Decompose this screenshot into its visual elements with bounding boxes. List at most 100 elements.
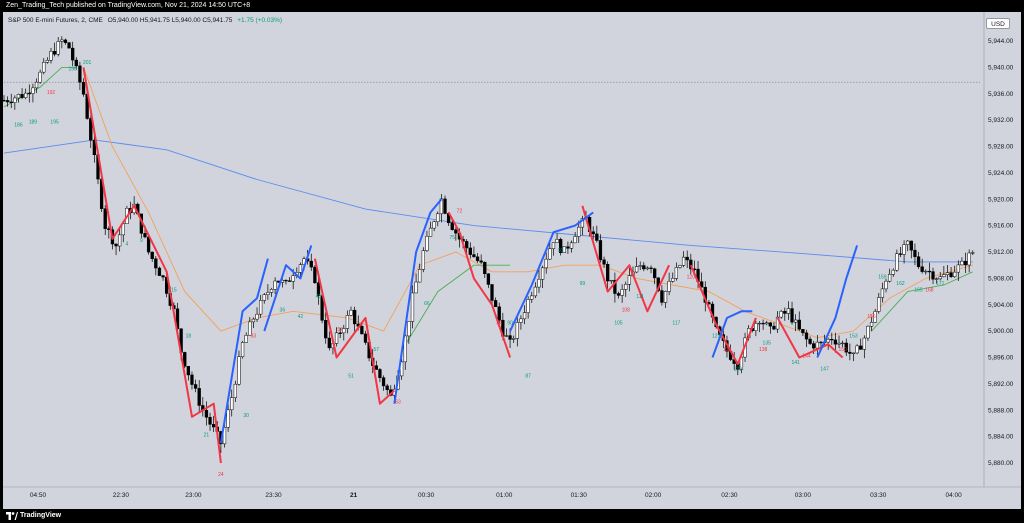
count-label-red: 150 [838,347,847,353]
candle-body [595,233,599,241]
candle-body [486,273,491,285]
candle-body [681,256,686,266]
count-label-red: 108 [622,307,631,313]
candle-body [606,264,610,282]
candle-body [663,291,668,303]
count-label-green: 141 [791,360,800,366]
candle-body [508,335,512,340]
candle-body [450,222,454,230]
candle-body [425,236,429,251]
candle-body [887,274,892,282]
x-tick-label: 01:30 [571,492,588,499]
candle-body [765,322,769,325]
candle-body [512,338,516,340]
candle-body [530,295,534,300]
candle-body [826,338,830,343]
candle-body [208,417,212,425]
candle-body [804,332,809,340]
candle-body [924,270,928,273]
candle-body [678,265,682,268]
candle-body [103,208,107,229]
zigzag-up-line [393,198,443,404]
candle-body [360,325,364,335]
candle-body [880,288,885,298]
candle-body [797,319,801,330]
count-label-green: 196 [69,67,78,73]
candle-body [334,332,339,344]
count-label-green: 171 [936,281,945,287]
candle-body [114,243,118,247]
candle-body [342,328,346,334]
zigzag-up-line [509,211,594,332]
x-tick-label: 02:30 [721,492,738,499]
candle-body [483,261,487,275]
count-label-red: 63 [395,400,401,406]
candle-body [259,300,263,315]
candle-body [761,322,765,325]
currency-button[interactable]: USD [986,18,1010,29]
candle-body [837,342,841,345]
y-tick-label: 5,888.00 [988,407,1014,414]
candle-body [291,275,295,282]
candle-body [963,260,968,266]
count-label-green: 195 [50,119,59,125]
candle-body [548,248,552,260]
candle-body [13,97,17,103]
count-label-red: 84 [496,321,502,327]
publisher-header: Zen_Trading_Tech published on TradingVie… [0,0,1024,12]
candle-body [967,252,971,266]
x-tick-label: 04:00 [945,492,962,499]
candle-body [945,272,950,275]
candle-body [833,339,838,345]
tradingview-brand: TradingView [20,512,62,519]
count-label-green: 123 [712,334,721,340]
x-tick-label: 02:00 [645,492,662,499]
candle-body [298,264,303,273]
symbol-legend[interactable]: S&P 500 E-mini Futures, 2, CME O5,940.00… [8,17,282,24]
candle-body [60,39,64,42]
candle-body [851,352,856,354]
count-label-green: 75 [449,235,455,241]
y-tick-label: 5,924.00 [988,170,1014,177]
count-label-green: 42 [298,314,304,320]
candle-body [667,281,671,292]
candle-body [634,266,639,273]
candle-body [522,312,527,320]
candle-body [555,239,559,243]
candle-body [591,231,595,235]
price-chart-svg[interactable]: 5,944.00 5,940.00 5,936.00 5,932.00 5,928.00… [0,0,1024,509]
candle-body [873,311,877,323]
candle-body [454,229,458,234]
count-label-red: 24 [218,472,224,478]
x-tick-label: 03:00 [795,492,812,499]
candle-body [374,365,378,370]
count-label-green: 147 [820,367,829,373]
candle-body [783,311,787,314]
symbol-name: S&P 500 E-mini Futures, 2, CME [8,17,103,24]
candle-body [381,377,386,387]
candle-body [9,101,13,103]
candle-body [385,385,389,390]
candle-body [815,341,819,349]
footer-bar: TradingView [0,509,1024,523]
candle-body [790,308,794,323]
candle-body [779,311,783,318]
count-label-green: 117 [672,321,680,327]
candle-body [598,240,603,261]
candle-body [916,256,921,268]
y-tick-label: 5,944.00 [988,38,1014,45]
candle-body [266,292,270,295]
candle-body [233,383,237,398]
candle-body [269,289,274,293]
candle-body [63,39,68,43]
candle-body [848,351,852,354]
count-label-green: 93 [558,248,564,254]
candle-body [418,269,422,283]
count-label-red: 156 [867,314,876,320]
zigzag-up-line [816,245,859,358]
candle-body [89,118,93,141]
y-tick-label: 5,884.00 [988,434,1014,441]
y-tick-label: 5,916.00 [988,223,1014,230]
candle-body [859,345,863,350]
candle-body [620,289,624,296]
